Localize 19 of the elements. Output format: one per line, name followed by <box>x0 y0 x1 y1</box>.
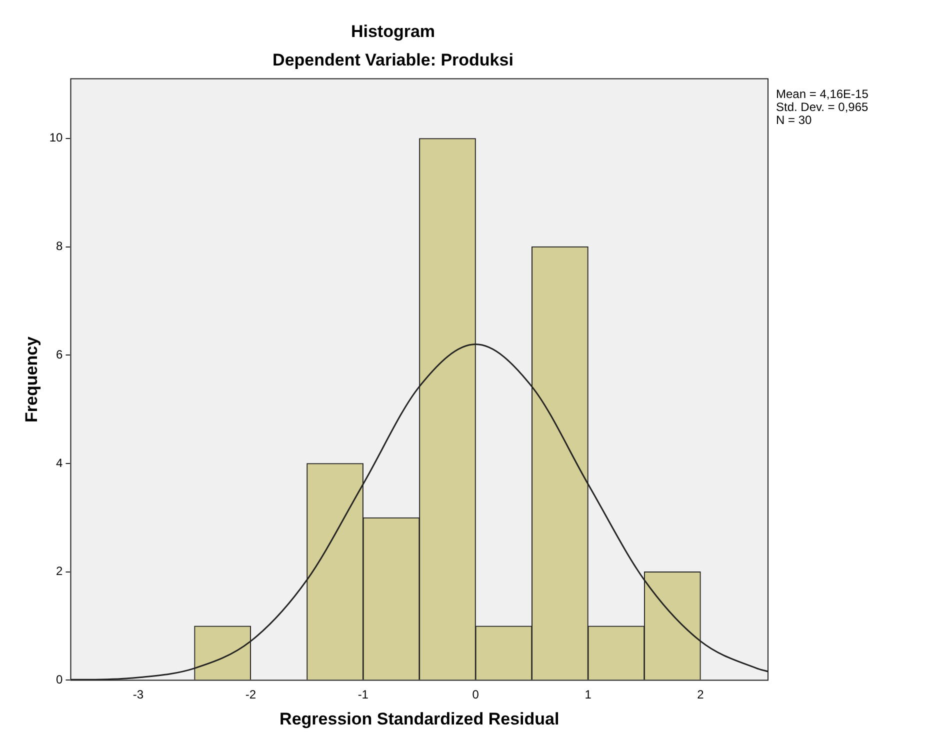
y-tick-label: 10 <box>49 130 64 145</box>
y-tick-label: 0 <box>56 672 64 687</box>
y-axis-title: Frequency <box>22 336 41 422</box>
x-tick-label: 1 <box>584 688 592 702</box>
y-tick-label: 4 <box>56 456 64 470</box>
text: N = 30 <box>776 113 812 128</box>
y-tick-label: 8 <box>56 239 64 254</box>
x-tick-label: 2 <box>697 688 704 702</box>
text: Mean = 4,16E-15 <box>776 87 869 102</box>
x-tick-label: -1 <box>358 688 369 702</box>
chart-subtitle: Dependent Variable: Produksi <box>272 50 514 70</box>
text: Std. Dev. = 0,965 <box>776 100 868 114</box>
y-tick-label: 2 <box>56 564 64 578</box>
x-tick-label: -2 <box>245 688 256 702</box>
chart-title: Histogram <box>350 22 436 41</box>
x-axis-title: Regression Standardized Residual <box>280 709 560 728</box>
x-tick-label: 0 <box>472 688 480 702</box>
x-tick-label: -3 <box>132 688 144 702</box>
y-tick-label: 6 <box>56 347 64 362</box>
